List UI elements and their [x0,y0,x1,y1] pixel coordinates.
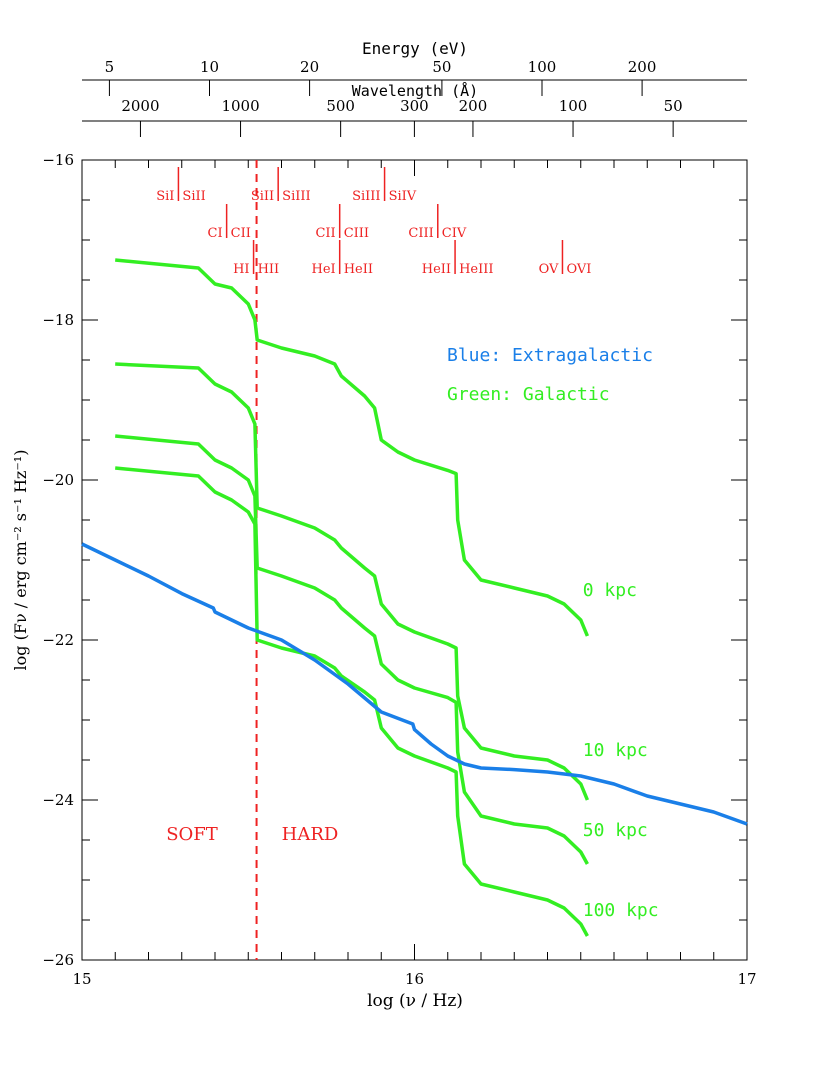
ion-label-left: HI [233,262,249,277]
wavelength-tick-label: 300 [400,97,429,115]
ion-edge-markers: SiI SiII SiII SiIII SiIII SiIV CI CII CII CIII CII… [156,167,591,277]
galactic-series-line [115,434,589,865]
ion-label-right: OVI [566,262,591,277]
wavelength-tick-label: 2000 [121,97,159,115]
ion-label-right: CII [231,226,251,241]
wavelength-axis-label: Wavelength (Å) [352,81,478,100]
x-axis-ticks: 15 16 17 [72,160,757,988]
ion-label-left: HeII [422,262,451,277]
wavelength-ticks: 2000 1000 500 300 200 100 50 [121,97,683,137]
ion-label-right: SiIV [389,189,417,204]
series-label: 0 kpc [583,580,637,601]
x-axis-label: log (ν / Hz) [367,991,463,1011]
ion-label-left: SiIII [352,189,380,204]
series-label: 100 kpc [583,900,659,921]
y-tick-label: −26 [42,951,74,969]
x-tick-label: 15 [72,970,91,988]
ion-label-left: CII [315,226,335,241]
hard-region-label: HARD [282,824,339,845]
legend-extragalactic: Blue: Extragalactic [447,345,653,366]
ion-label-left: SiI [156,189,174,204]
ion-label-right: HeII [344,262,373,277]
wavelength-tick-label: 500 [326,97,355,115]
legend-galactic: Green: Galactic [447,384,610,405]
y-axis-ticks: −16 −18 −20 −22 −24 −26 [42,151,747,969]
x-tick-label: 17 [737,970,756,988]
ion-label-right: SiII [182,189,205,204]
ion-label-right: CIV [442,226,467,241]
energy-tick-label: 20 [300,58,319,76]
wavelength-tick-label: 100 [559,97,588,115]
energy-axis-label: Energy (eV) [362,39,468,58]
ion-label-left: CI [208,226,223,241]
series-group: 0 kpc 10 kpc 50 kpc 100 kpc [81,258,748,937]
ion-label-left: SiII [251,189,274,204]
galactic-series-line [115,466,589,937]
energy-tick-label: 200 [628,58,657,76]
energy-tick-label: 50 [432,58,451,76]
y-tick-label: −22 [42,631,74,649]
y-tick-label: −24 [42,791,74,809]
ion-label-left: CIII [408,226,433,241]
ion-label-right: HeIII [459,262,493,277]
energy-tick-label: 10 [200,58,219,76]
y-tick-label: −16 [42,151,74,169]
y-axis-label: log (Fν / erg cm⁻² s⁻¹ Hz⁻¹) [11,450,30,671]
ion-label-left: OV [539,262,559,277]
series-label: 10 kpc [583,740,648,761]
y-tick-label: −20 [42,471,74,489]
series-label: 50 kpc [583,820,648,841]
x-tick-label: 16 [405,970,424,988]
wavelength-tick-label: 200 [459,97,488,115]
ion-label-right: SiIII [282,189,310,204]
ion-label-right: CIII [344,226,369,241]
wavelength-tick-label: 1000 [221,97,259,115]
soft-region-label: SOFT [166,824,218,845]
wavelength-tick-label: 50 [664,97,683,115]
energy-tick-label: 100 [528,58,557,76]
extragalactic-series-line [81,542,748,826]
ion-label-right: HII [258,262,280,277]
galactic-series-line [115,362,590,801]
y-tick-label: −18 [42,311,74,329]
ion-label-left: HeI [312,262,336,277]
energy-ticks: 5 10 20 50 100 200 [105,58,657,96]
galactic-series-line [115,258,590,637]
energy-tick-label: 5 [105,58,115,76]
